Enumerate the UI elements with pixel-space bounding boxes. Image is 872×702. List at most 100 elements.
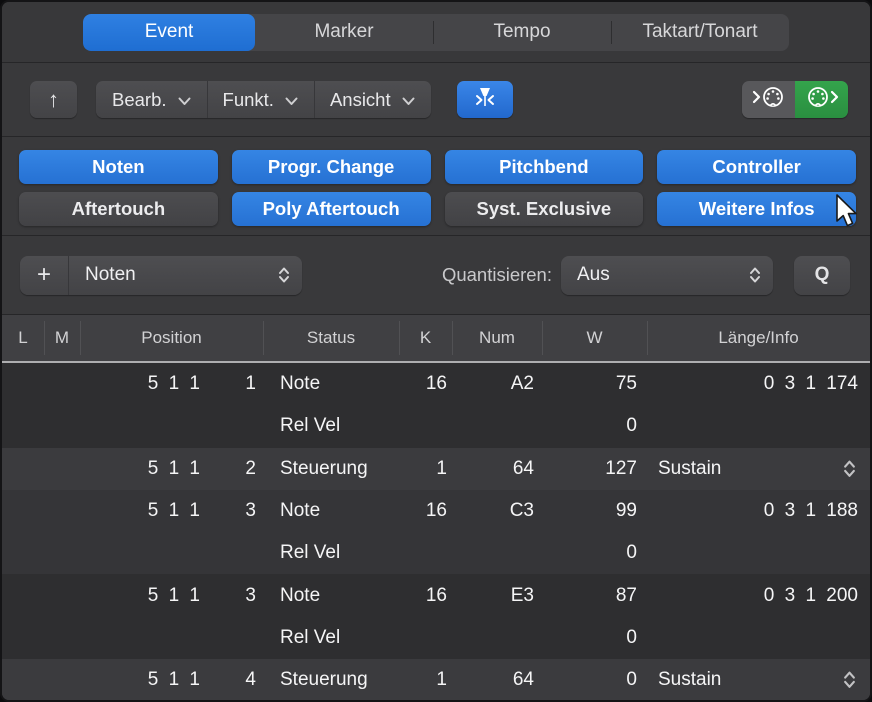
quantize-value: Aus [577,264,610,285]
filter-syst-exclusive[interactable]: Syst. Exclusive [444,192,644,226]
cell-channel[interactable]: 16 [399,574,452,616]
cell-position[interactable] [80,405,263,447]
event-row-note[interactable]: 5 1 1 1 Note 16 A2 75 0 3 1 174 [2,363,870,406]
cell-length-info[interactable] [647,617,870,659]
q-button-label: Q [814,264,830,285]
event-table-header: L M Position Status K Num W Länge/Info [2,315,870,363]
cell-num[interactable]: 64 [452,448,542,490]
cell-value[interactable]: 99 [542,490,647,532]
cell-channel[interactable] [399,617,452,659]
event-row-control[interactable]: 5 1 1 2 Steuerung 1 64 127 Sustain [2,447,870,490]
cell-num[interactable] [452,405,542,447]
cell-length-info[interactable] [647,405,870,447]
cell-num[interactable]: 64 [452,659,542,700]
tab-taktart-tonart[interactable]: Taktart/Tonart [611,14,789,51]
tab-event[interactable]: Event [83,13,255,51]
tab-marker[interactable]: Marker [255,14,433,51]
cell-num-value: E3 [510,584,534,606]
event-row-relvel[interactable]: Rel Vel 0 [2,532,870,575]
cell-value-value: 127 [605,457,637,479]
cell-channel[interactable]: 1 [399,448,452,490]
cell-status[interactable]: Note [263,490,399,532]
event-row-note[interactable]: 5 1 1 3 Note 16 C3 99 0 3 1 188 [2,489,870,533]
chevron-down-icon [285,89,298,111]
event-row-control[interactable]: 5 1 1 4 Steuerung 1 64 0 Sustain [2,659,870,700]
cell-status[interactable]: Rel Vel [263,617,399,659]
cell-status[interactable]: Rel Vel [263,405,399,447]
tab-tempo[interactable]: Tempo [433,14,611,51]
cell-num[interactable] [452,532,542,574]
cell-num[interactable]: A2 [452,363,542,405]
cell-status[interactable]: Steuerung [263,659,399,700]
menu-ansicht[interactable]: Ansicht [313,81,431,118]
cell-num[interactable]: E3 [452,574,542,616]
chevron-up-down-icon[interactable] [843,670,856,690]
cell-status[interactable]: Note [263,574,399,616]
cell-length-info[interactable] [647,532,870,574]
chevron-up-down-icon[interactable] [843,459,856,479]
cell-value[interactable]: 75 [542,363,647,405]
quantize-select[interactable]: Aus [561,255,773,295]
cell-position[interactable] [80,532,263,574]
cell-channel[interactable]: 16 [399,363,452,405]
cell-position[interactable]: 5 1 1 2 [80,448,263,490]
filter-weitere-infos[interactable]: Weitere Infos [657,192,856,226]
cell-value[interactable]: 0 [542,405,647,447]
filter-aftertouch[interactable]: Aftertouch [19,192,218,226]
filter-controller[interactable]: Controller [657,150,856,184]
cell-value[interactable]: 0 [542,659,647,700]
cell-length-info[interactable]: Sustain [647,659,870,700]
event-row-note[interactable]: 5 1 1 3 Note 16 E3 87 0 3 1 200 [2,574,870,617]
menu-funkt[interactable]: Funkt. [206,81,314,118]
cell-position[interactable] [80,617,263,659]
cell-status[interactable]: Note [263,363,399,405]
apply-quantize-button[interactable]: Q [794,255,850,295]
cell-status[interactable]: Steuerung [263,448,399,490]
cell-link [2,490,44,532]
midi-input-indicator-button[interactable] [742,81,795,118]
filter-noten[interactable]: Noten [19,150,218,184]
add-event-button[interactable]: + [20,255,69,295]
midi-output-indicator-button[interactable] [795,81,848,118]
cell-value[interactable]: 0 [542,617,647,659]
midi-in-toggle-button[interactable] [456,81,513,118]
column-header-label: Position [141,328,202,347]
filter-poly-aftertouch[interactable]: Poly Aftertouch [231,192,431,226]
go-up-button[interactable]: ↑ [30,81,77,118]
cell-length-info[interactable]: 0 3 1 200 [647,574,870,616]
cell-status-value: Note [280,373,321,395]
filter-pitchbend[interactable]: Pitchbend [444,150,644,184]
cell-length-info[interactable]: Sustain [647,448,870,490]
cell-value[interactable]: 87 [542,574,647,616]
add-event-group: + Noten [20,255,302,295]
event-row-relvel[interactable]: Rel Vel 0 [2,616,870,660]
cell-position[interactable]: 5 1 1 3 [80,574,263,616]
cell-length-info[interactable]: 0 3 1 188 [647,490,870,532]
cell-mute [44,617,80,659]
menu-label: Bearb. [112,88,167,110]
filter-progr-change[interactable]: Progr. Change [231,150,431,184]
cell-position[interactable]: 5 1 1 4 [80,659,263,700]
cell-channel[interactable] [399,532,452,574]
cell-value[interactable]: 0 [542,532,647,574]
cell-link [2,448,44,490]
cell-num[interactable] [452,617,542,659]
position-value: 5 1 1 [147,584,200,606]
tab-label: Event [144,21,194,42]
cell-channel[interactable] [399,405,452,447]
cell-position[interactable]: 5 1 1 1 [80,363,263,405]
cell-length-info[interactable]: 0 3 1 174 [647,363,870,405]
cell-link [2,659,44,700]
cell-status-value: Steuerung [280,669,368,691]
midi-output-icon [805,85,839,114]
up-arrow-icon: ↑ [48,86,59,112]
event-row-relvel[interactable]: Rel Vel 0 [2,405,870,448]
cell-value[interactable]: 127 [542,448,647,490]
menu-bearb[interactable]: Bearb. [96,81,207,118]
cell-channel[interactable]: 16 [399,490,452,532]
event-type-select[interactable]: Noten [69,256,302,295]
cell-status[interactable]: Rel Vel [263,532,399,574]
cell-num[interactable]: C3 [452,490,542,532]
cell-position[interactable]: 5 1 1 3 [80,490,263,532]
cell-channel[interactable]: 1 [399,659,452,700]
